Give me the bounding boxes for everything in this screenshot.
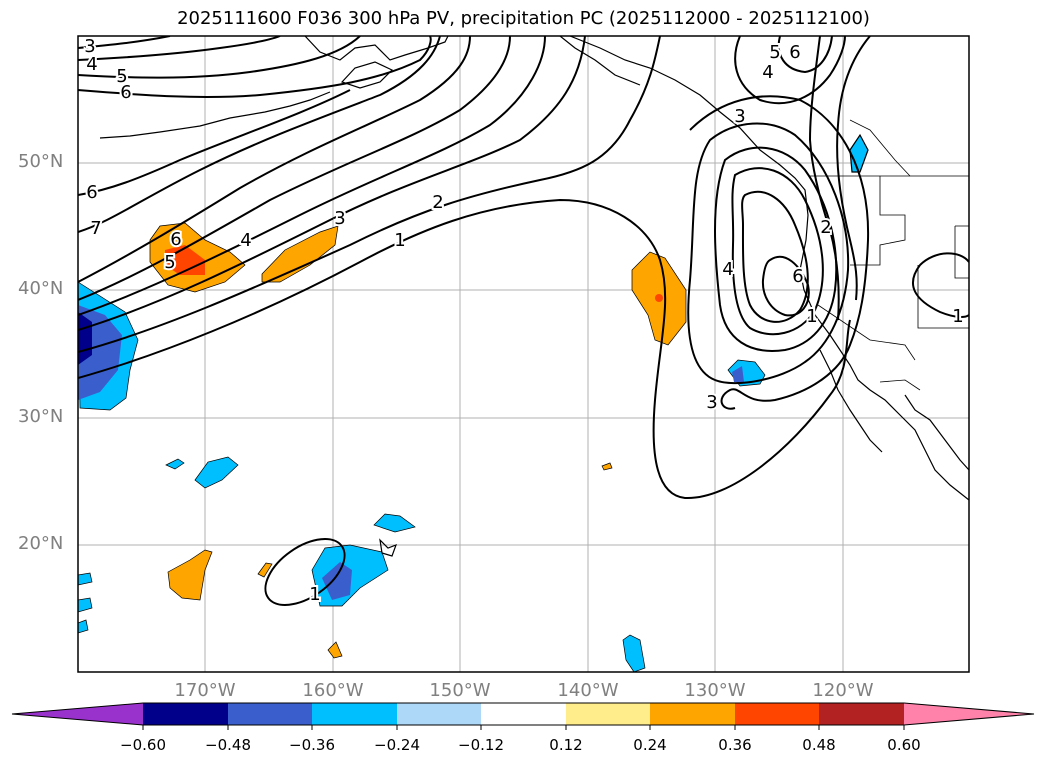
colorbar-tick-label: −0.36: [289, 736, 335, 754]
pv-contours: [78, 36, 969, 606]
pv-contour-4: [78, 36, 546, 316]
map-panel: 3 4 5 6 6 7 6 5 4 3 2 1 6 5 4 3 2 1 3 6 …: [77, 35, 970, 673]
pv-label: 4: [240, 230, 251, 251]
colorbar-tick-label: 0.24: [633, 736, 667, 754]
precip-negative-small-2: [165, 458, 185, 470]
lon-label-140w: 140°W: [557, 680, 619, 701]
pv-label: 1: [952, 306, 963, 327]
pv-contour-east-2: [687, 122, 850, 385]
political-borders: [808, 119, 969, 391]
colorbar-segment: [566, 703, 650, 725]
lon-label-160w: 160°W: [302, 680, 364, 701]
map-title: 2025111600 F036 300 hPa PV, precipitatio…: [177, 8, 870, 29]
lon-label-170w: 170°W: [174, 680, 236, 701]
pv-contour-7: [78, 36, 441, 233]
colorbar-tick-label: −0.24: [374, 736, 420, 754]
pv-contour-2: [78, 36, 661, 353]
precip-positive-small-3: [327, 641, 343, 659]
colorbar-segment: [819, 703, 904, 725]
lon-label-150w: 150°W: [429, 680, 491, 701]
pv-label: 3: [84, 36, 95, 57]
pv-label: 5: [164, 252, 175, 273]
pv-label: 1: [806, 306, 817, 327]
precip-negative-small-3: [373, 513, 416, 533]
colorbar-tick-label: −0.60: [120, 736, 166, 754]
colorbar-segment: [12, 703, 143, 725]
colorbar-tick-label: −0.48: [205, 736, 251, 754]
pv-label: 1: [309, 584, 320, 605]
colorbar-segment: [735, 703, 819, 725]
pv-label: 3: [734, 106, 745, 127]
pv-label: 7: [90, 218, 101, 239]
lat-label-30n: 30°N: [18, 406, 64, 427]
colorbar-segment: [228, 703, 312, 725]
pv-label: 2: [820, 217, 831, 238]
pv-label: 3: [706, 392, 717, 413]
precip-positive-small-1: [167, 549, 213, 601]
colorbar-segment: [904, 703, 1034, 725]
pv-label: 4: [86, 54, 97, 75]
colorbar-segment: [397, 703, 481, 725]
lon-label-130w: 130°W: [684, 680, 746, 701]
colorbar-tick-label: 0.36: [718, 736, 752, 754]
colorbar-segment: [143, 703, 228, 725]
pv-label: 4: [762, 62, 773, 83]
precip-negative-small-4: [622, 634, 646, 672]
pv-contour-6: [78, 36, 471, 283]
colorbar: [11, 702, 1035, 730]
pv-contour-1: [78, 198, 851, 500]
colorbar-segment: [650, 703, 735, 725]
pv-label: 3: [334, 208, 345, 229]
pv-contour-3: [78, 36, 586, 331]
pv-label: 5: [769, 42, 780, 63]
pv-label: 1: [394, 230, 405, 251]
pv-contour-labels: 3 4 5 6 6 7 6 5 4 3 2 1 6 5 4 3 2 1 3 6 …: [82, 36, 965, 607]
pv-label: 6: [120, 82, 131, 103]
pv-contour-5: [78, 36, 511, 301]
lat-label-50n: 50°N: [18, 151, 64, 172]
lon-label-120w: 120°W: [812, 680, 874, 701]
precip-positive-small-2: [257, 562, 273, 578]
colorbar-tick-label: 0.60: [887, 736, 921, 754]
colorbar-tick-label: 0.12: [549, 736, 583, 754]
lat-label-40n: 40°N: [18, 278, 64, 299]
colorbar-segment: [312, 703, 397, 725]
pv-label: 6: [792, 266, 803, 287]
pv-label: 2: [432, 192, 443, 213]
colorbar-tick-label: −0.12: [458, 736, 504, 754]
pv-contour-hawaii: [264, 538, 346, 606]
precip-positive-small-4: [601, 462, 613, 471]
pv-label: 6: [789, 42, 800, 63]
precip-negative-small-1: [194, 456, 239, 489]
pv-label: 6: [86, 182, 97, 203]
colorbar-segment: [481, 703, 566, 725]
pv-label: 5: [116, 66, 127, 87]
pv-label: 4: [722, 259, 733, 280]
pv-label: 6: [170, 229, 181, 250]
colorbar-tick-label: 0.48: [802, 736, 836, 754]
lat-label-20n: 20°N: [18, 533, 64, 554]
